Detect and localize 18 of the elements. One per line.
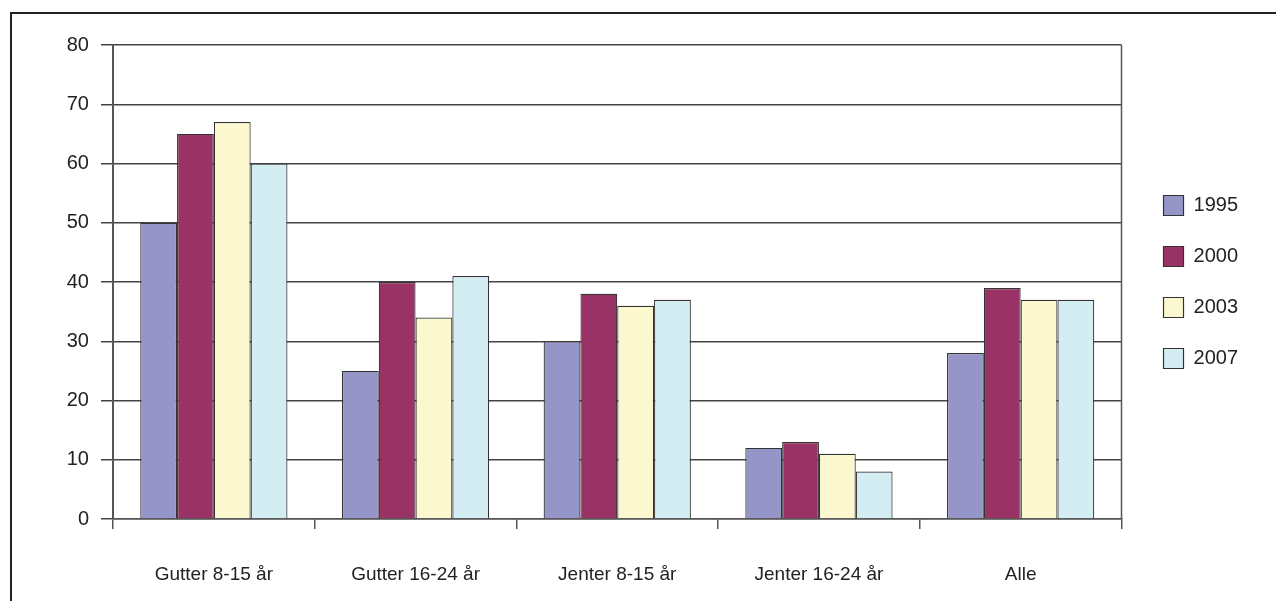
y-tick-label: 0 [77,506,89,529]
legend-label: 2000 [1193,244,1239,267]
legend-label: 2007 [1193,346,1239,369]
x-tick-label: Gutter 8-15 år [154,562,274,584]
x-tick-label: Alle [1004,562,1037,584]
x-tick-label: Jenter 16-24 år [754,562,885,584]
legend-label: 1995 [1193,193,1239,216]
y-tick-label: 60 [66,151,89,174]
y-tick-label: 40 [66,269,89,292]
y-tick-label: 10 [66,447,89,470]
x-tick-label: Gutter 16-24 år [351,562,481,584]
y-tick-label: 20 [66,388,89,411]
x-tick-label: Jenter 8-15 år [558,562,678,584]
y-tick-label: 80 [66,32,89,55]
y-tick-label: 30 [66,328,89,351]
y-tick-label: 50 [66,210,89,233]
y-tick-label: 70 [66,91,89,114]
legend-label: 2003 [1193,295,1239,318]
